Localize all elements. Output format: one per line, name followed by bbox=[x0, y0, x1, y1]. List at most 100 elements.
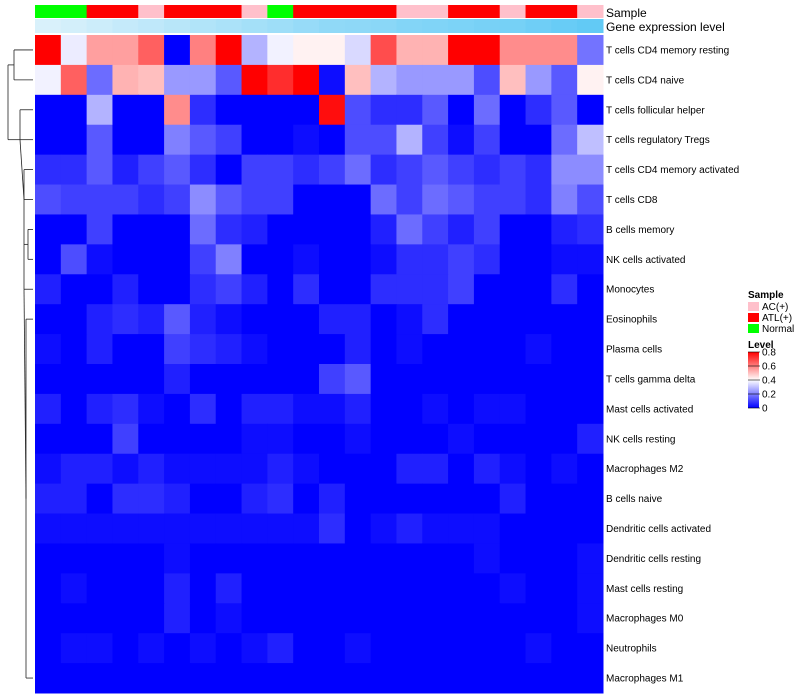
heatmap-cell bbox=[35, 154, 62, 186]
heatmap-cell bbox=[112, 603, 139, 634]
heatmap-cell bbox=[370, 64, 397, 96]
heatmap-cell bbox=[138, 244, 165, 275]
heatmap-cell bbox=[241, 453, 268, 485]
heatmap-cell bbox=[189, 573, 217, 604]
heatmap-cell bbox=[138, 35, 165, 66]
heatmap-cell bbox=[267, 453, 294, 485]
expression-annotation-cell bbox=[35, 19, 62, 33]
heatmap-cell bbox=[448, 663, 475, 694]
heatmap-cell bbox=[396, 184, 423, 215]
heatmap-cell bbox=[35, 633, 62, 664]
sample-annotation-cell bbox=[370, 5, 397, 18]
heatmap-cell bbox=[319, 64, 346, 96]
heatmap-cell bbox=[138, 124, 165, 156]
heatmap-cell bbox=[60, 423, 88, 455]
sample-annotation-cell bbox=[189, 5, 217, 18]
expression-annotation-cell bbox=[267, 19, 294, 33]
heatmap-cell bbox=[448, 154, 475, 186]
heatmap-cell bbox=[499, 483, 527, 515]
heatmap-cell bbox=[525, 633, 552, 664]
heatmap-cell bbox=[241, 603, 268, 634]
heatmap-cell bbox=[577, 274, 604, 305]
heatmap-cell bbox=[577, 334, 604, 365]
expression-annotation-cell bbox=[344, 19, 372, 33]
heatmap-cell bbox=[189, 244, 217, 275]
heatmap-cell bbox=[525, 603, 552, 634]
heatmap-cell bbox=[164, 603, 191, 634]
heatmap-cell bbox=[164, 334, 191, 365]
heatmap-cell bbox=[241, 184, 268, 215]
heatmap-cell bbox=[215, 94, 243, 126]
heatmap-cell bbox=[293, 124, 320, 156]
heatmap-cell bbox=[293, 184, 320, 215]
heatmap-cell bbox=[396, 423, 423, 455]
heatmap-cell bbox=[499, 214, 527, 245]
heatmap-cell bbox=[396, 124, 423, 156]
sample-annotation-cell bbox=[215, 5, 243, 18]
expression-annotation-cell bbox=[551, 19, 578, 33]
sample-annotation-cell bbox=[267, 5, 294, 18]
heatmap-cell bbox=[370, 423, 397, 455]
heatmap-cell bbox=[525, 453, 552, 485]
heatmap-cell bbox=[215, 64, 243, 96]
heatmap-cell bbox=[138, 184, 165, 215]
heatmap-cell bbox=[86, 453, 113, 485]
heatmap-cell bbox=[422, 453, 449, 485]
heatmap-cell bbox=[499, 64, 527, 96]
heatmap-cell bbox=[112, 423, 139, 455]
heatmap-cell bbox=[422, 543, 449, 574]
heatmap-cell bbox=[422, 64, 449, 96]
heatmap-cell bbox=[473, 393, 501, 425]
heatmap-cell bbox=[35, 513, 62, 544]
row-label: Eosinophils bbox=[606, 315, 657, 326]
heatmap-cell bbox=[396, 154, 423, 186]
heatmap-cell bbox=[344, 603, 372, 634]
heatmap-cell bbox=[499, 423, 527, 455]
heatmap-cell bbox=[241, 94, 268, 126]
sample-annotation-cell bbox=[86, 5, 113, 18]
heatmap-cell bbox=[525, 543, 552, 574]
heatmap-cell bbox=[189, 35, 217, 66]
heatmap-cell bbox=[370, 543, 397, 574]
heatmap-cell bbox=[164, 64, 191, 96]
heatmap-cell bbox=[344, 334, 372, 365]
heatmap-cell bbox=[422, 214, 449, 245]
row-label: Plasma cells bbox=[606, 345, 662, 356]
heatmap-cell bbox=[267, 154, 294, 186]
heatmap-cell bbox=[138, 364, 165, 395]
heatmap-cell bbox=[86, 274, 113, 305]
heatmap-cell bbox=[112, 154, 139, 186]
heatmap-cell bbox=[86, 423, 113, 455]
heatmap-cell bbox=[138, 94, 165, 126]
heatmap-cell bbox=[293, 364, 320, 395]
heatmap-cell bbox=[215, 274, 243, 305]
heatmap-cell bbox=[551, 423, 578, 455]
heatmap-cell bbox=[422, 274, 449, 305]
heatmap-cell bbox=[473, 663, 501, 694]
level-tick-label: 0.2 bbox=[762, 390, 776, 401]
heatmap-cell bbox=[525, 124, 552, 156]
level-ticks: 0.8 0.6 0.4 0.2 0 bbox=[748, 348, 776, 415]
heatmap-cell bbox=[577, 573, 604, 604]
heatmap-cell bbox=[112, 124, 139, 156]
heatmap-cell bbox=[525, 244, 552, 275]
heatmap-cell bbox=[60, 453, 88, 485]
heatmap-cell bbox=[499, 94, 527, 126]
heatmap-cell bbox=[267, 543, 294, 574]
heatmap-cell bbox=[473, 603, 501, 634]
heatmap-cell bbox=[551, 633, 578, 664]
expression-annotation-label: Gene expression level bbox=[606, 20, 725, 34]
heatmap-cell bbox=[112, 513, 139, 544]
heatmap-cell bbox=[86, 364, 113, 395]
heatmap-cell bbox=[86, 543, 113, 574]
row-label: B cells memory bbox=[606, 225, 674, 236]
heatmap-cell bbox=[215, 364, 243, 395]
heatmap-cell bbox=[267, 633, 294, 664]
heatmap-cell bbox=[35, 573, 62, 604]
heatmap-cell bbox=[267, 184, 294, 215]
heatmap-cell bbox=[319, 393, 346, 425]
heatmap-cell bbox=[293, 423, 320, 455]
expression-annotation-cell bbox=[448, 19, 475, 33]
sample-annotation-cell bbox=[164, 5, 191, 18]
heatmap-cell bbox=[396, 513, 423, 544]
